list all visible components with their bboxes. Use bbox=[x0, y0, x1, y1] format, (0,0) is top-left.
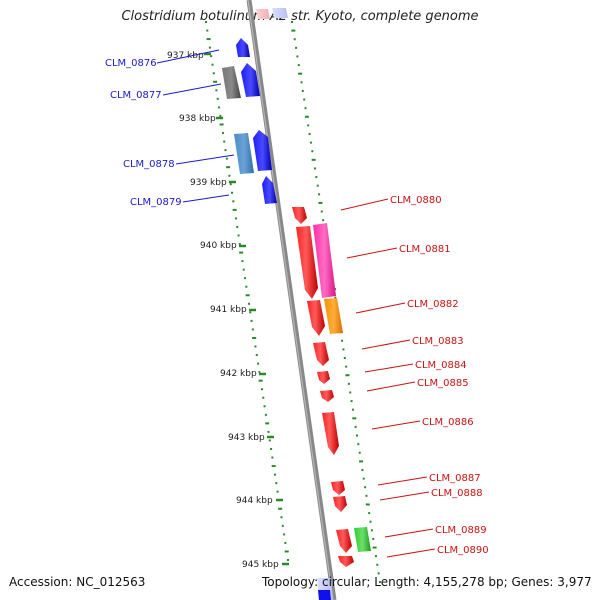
partial-gene-top bbox=[256, 8, 288, 19]
gene-label[interactable]: CLM_0889 bbox=[435, 525, 487, 536]
gene-arrow-clm-0880[interactable] bbox=[292, 207, 307, 224]
genome-backbone bbox=[246, 0, 337, 600]
gene-arrow-clm-0885[interactable] bbox=[320, 390, 334, 402]
scale-label: 943 kbp bbox=[228, 433, 265, 443]
scale-label: 937 kbp bbox=[167, 51, 204, 61]
scale-label: 940 kbp bbox=[200, 241, 237, 251]
genome-summary-text: Topology: circular; Length: 4,155,278 bp… bbox=[262, 575, 592, 589]
gene-arrow-clm-0881[interactable] bbox=[296, 223, 336, 299]
scale-label: 944 kbp bbox=[236, 496, 273, 506]
gene-labels: CLM_0876 CLM_0877 CLM_0878 CLM_0879 CLM_… bbox=[105, 58, 489, 556]
gene-label[interactable]: CLM_0887 bbox=[429, 473, 481, 484]
gene-arrow-clm-0879[interactable] bbox=[262, 176, 277, 204]
position-scale: 937 kbp 938 kbp 939 kbp 940 kbp 941 kbp … bbox=[167, 51, 289, 570]
gene-label[interactable]: CLM_0880 bbox=[390, 195, 442, 206]
map-title: Clostridium botulinum A2 str. Kyoto, com… bbox=[121, 9, 479, 24]
gene-label[interactable]: CLM_0878 bbox=[123, 159, 175, 170]
gene-arrow-clm-0878[interactable] bbox=[234, 130, 272, 174]
label-leader-lines bbox=[156, 49, 436, 558]
gene-label[interactable]: CLM_0877 bbox=[110, 90, 162, 101]
gene-arrow-clm-0876[interactable] bbox=[236, 38, 250, 57]
scale-label: 938 kbp bbox=[179, 114, 216, 124]
gene-arrow-clm-0889[interactable] bbox=[336, 527, 371, 553]
scale-label: 942 kbp bbox=[220, 369, 257, 379]
gene-label[interactable]: CLM_0888 bbox=[431, 488, 483, 499]
gene-arrow-clm-0890[interactable] bbox=[338, 556, 354, 567]
scale-label: 945 kbp bbox=[242, 560, 279, 570]
gene-arrow-clm-0883[interactable] bbox=[313, 342, 329, 366]
gene-label[interactable]: CLM_0890 bbox=[437, 545, 489, 556]
gene-arrow-clm-0887[interactable] bbox=[331, 481, 345, 495]
gc-content-track-left bbox=[205, 21, 289, 561]
gene-label[interactable]: CLM_0882 bbox=[407, 299, 459, 310]
gene-label[interactable]: CLM_0879 bbox=[130, 197, 182, 208]
gene-label[interactable]: CLM_0884 bbox=[415, 360, 467, 371]
gene-arrow-clm-0888[interactable] bbox=[333, 496, 347, 512]
gene-arrow-clm-0882[interactable] bbox=[307, 298, 343, 336]
gene-label[interactable]: CLM_0886 bbox=[422, 417, 474, 428]
gene-label[interactable]: CLM_0876 bbox=[105, 58, 157, 69]
genome-backbone-highlight bbox=[247, 0, 334, 600]
gene-arrow-clm-0877[interactable] bbox=[222, 63, 260, 99]
scale-label: 939 kbp bbox=[190, 178, 227, 188]
partial-gene-bottom bbox=[317, 578, 333, 600]
gene-label[interactable]: CLM_0883 bbox=[412, 336, 464, 347]
gene-label[interactable]: CLM_0881 bbox=[399, 244, 451, 255]
gene-label[interactable]: CLM_0885 bbox=[417, 378, 469, 389]
scale-label: 941 kbp bbox=[210, 305, 247, 315]
gene-arrow-clm-0886[interactable] bbox=[322, 412, 339, 455]
gene-arrow-clm-0884[interactable] bbox=[317, 371, 330, 384]
accession-text: Accession: NC_012563 bbox=[9, 575, 146, 589]
